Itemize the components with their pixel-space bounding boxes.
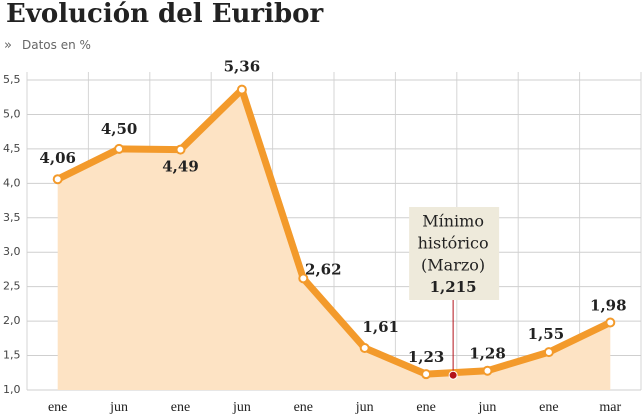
y-tick-label: 5,5 [3, 73, 21, 86]
point [359, 342, 370, 353]
y-tick-label: 1,0 [3, 383, 21, 396]
y-tick-label: 3,0 [3, 245, 21, 258]
point [298, 273, 309, 284]
point [482, 365, 493, 376]
x-tick-label: ene [171, 400, 190, 415]
value-label: 1,61 [362, 318, 399, 336]
chart-title: Evolución del Euribor [6, 0, 324, 29]
point [605, 317, 616, 328]
y-tick-label: 5,0 [3, 107, 21, 120]
y-tick-label: 1,5 [3, 349, 21, 362]
point [421, 369, 432, 380]
plot: 1,0 1,5 2,0 2,5 3,0 3,5 4,0 4,5 5,0 5,5 Mínimo hist… [3, 58, 642, 415]
x-tick-label: jun [232, 400, 251, 415]
y-tick-label: 2,0 [3, 314, 21, 327]
value-label: 4,06 [39, 149, 76, 167]
x-tick-label: ene [416, 400, 435, 415]
y-tick-label: 4,5 [3, 142, 21, 155]
point [114, 143, 125, 154]
point [52, 174, 63, 185]
y-tick-label: 4,0 [3, 176, 21, 189]
point [543, 347, 554, 358]
x-tick-label: jun [109, 400, 128, 415]
x-tick-label: jun [355, 400, 374, 415]
annotation-value: 1,215 [430, 278, 477, 296]
value-label: 1,98 [590, 296, 627, 314]
x-tick-label: ene [48, 400, 67, 415]
annotation-box [409, 207, 500, 300]
x-tick-label: ene [539, 400, 558, 415]
annotation-text: Mínimo [422, 212, 484, 231]
subtitle: Datos en % [22, 38, 91, 52]
value-label: 1,28 [469, 345, 506, 363]
x-tick-label: ene [294, 400, 313, 415]
subtitle-marker: » [4, 38, 12, 53]
x-tick-label: jun [478, 400, 497, 415]
value-label: 4,50 [101, 120, 138, 138]
annotation-text: histórico [418, 234, 489, 253]
line [56, 86, 612, 378]
y-tick-label: 3,5 [3, 211, 21, 224]
area [57, 89, 611, 391]
y-tick-label: 2,5 [3, 280, 21, 293]
value-label: 4,49 [162, 158, 199, 176]
x-tick-label: mar [599, 400, 621, 415]
annotation-text: (Marzo) [421, 256, 485, 275]
value-label: 1,23 [408, 348, 445, 366]
point [175, 144, 186, 155]
value-label: 1,55 [528, 325, 565, 343]
value-label: 5,36 [224, 58, 261, 76]
minimum-point [448, 370, 458, 380]
value-label: 2,62 [305, 260, 342, 278]
point [236, 84, 247, 95]
